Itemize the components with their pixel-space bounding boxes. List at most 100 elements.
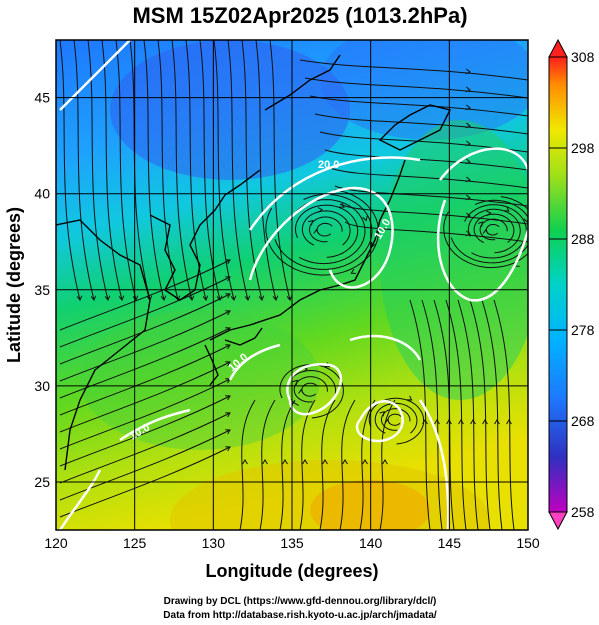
streamline-arrow: [216, 295, 223, 301]
streamline: [479, 218, 508, 241]
credit-drawing: Drawing by DCL (https://www.gfd-dennou.o…: [164, 596, 437, 607]
streamline: [59, 344, 231, 416]
streamline: [274, 193, 373, 270]
cold-region-northeast: [320, 40, 528, 140]
streamline: [213, 40, 235, 301]
longitude-tick-label: 150: [516, 535, 540, 551]
streamline-arrow: [465, 230, 471, 237]
streamline: [301, 382, 318, 397]
streamline: [241, 40, 263, 301]
streamline-arrow: [465, 86, 471, 93]
streamline: [227, 40, 249, 301]
streamline: [314, 113, 528, 135]
streamline-arrow: [506, 419, 512, 425]
wind-streamlines: [59, 40, 528, 530]
colorbar-tick-label: 308: [571, 49, 595, 65]
colorbar: 308 298 288 278 268 258: [548, 38, 595, 531]
streamline: [59, 361, 231, 433]
streamline-arrow: [225, 276, 231, 282]
japan-coastline: [209, 159, 406, 341]
streamline: [269, 40, 291, 301]
streamline-arrow: [298, 388, 304, 394]
streamline-arrow: [465, 140, 471, 147]
streamline-arrow: [104, 295, 111, 301]
streamline-arrow: [350, 268, 357, 274]
hokkaido-coastline: [378, 104, 452, 151]
streamline-arrow: [225, 310, 231, 316]
streamline: [309, 95, 528, 117]
streamline-arrow: [406, 395, 413, 401]
latitude-ticks: 25 30 35 40 45: [34, 90, 50, 490]
longitude-tick-label: 140: [359, 535, 383, 551]
coastlines: [56, 54, 452, 471]
streamline: [339, 203, 528, 225]
map-area: 20.0 10.0 10.0 10.0: [56, 40, 528, 530]
streamline-arrow: [465, 194, 471, 201]
colorbar-top-arrow: [548, 38, 568, 58]
colorbar-tick-label: 298: [571, 140, 595, 156]
streamline-arrow: [504, 206, 510, 212]
streamline: [469, 299, 491, 530]
streamline: [381, 408, 411, 431]
streamline-arrow: [382, 459, 388, 465]
streamline: [457, 299, 479, 530]
streamline-arrow: [272, 295, 279, 301]
streamline: [339, 399, 356, 530]
streamline-arrow: [313, 228, 320, 234]
streamline: [59, 40, 81, 301]
streamline-arrow: [202, 295, 209, 301]
streamline: [101, 40, 123, 301]
streamline-arrow: [76, 295, 83, 301]
streamline-arrow: [307, 219, 314, 226]
streamline: [265, 189, 380, 276]
streamline-arrow: [230, 295, 237, 301]
map-gridlines: [56, 40, 528, 530]
streamline-arrow: [362, 215, 368, 222]
latitude-tick-label: 25: [34, 474, 50, 490]
latitude-tick-label: 35: [34, 282, 50, 298]
streamline: [199, 40, 221, 301]
streamline: [379, 399, 396, 530]
streamline-arrow: [262, 459, 268, 465]
streamline: [368, 397, 425, 445]
korea-coastline: [149, 169, 261, 301]
streamline-arrow: [225, 259, 231, 265]
streamline: [59, 429, 231, 501]
streamline: [59, 276, 231, 348]
streamline: [157, 40, 179, 301]
mid-region-ecs: [80, 310, 320, 450]
streamline: [445, 299, 467, 530]
streamline-arrow: [465, 158, 471, 165]
streamline: [473, 213, 515, 244]
streamline: [115, 40, 137, 301]
streamline-arrow: [225, 344, 231, 350]
streamline: [319, 399, 336, 530]
streamline-arrow: [244, 295, 251, 301]
colorbar-tick-label: 288: [571, 231, 595, 247]
streamline-arrow: [458, 419, 464, 425]
streamline: [481, 299, 503, 530]
primorye-coastline: [264, 54, 341, 111]
streamline-arrow: [225, 395, 231, 401]
streamline: [308, 216, 343, 243]
streamline-arrow: [482, 419, 488, 425]
streamline: [464, 204, 527, 259]
latitude-tick-label: 45: [34, 90, 50, 106]
warm-band-east: [380, 120, 528, 400]
streamline: [304, 77, 528, 99]
streamline-arrow: [282, 459, 288, 465]
streamline: [59, 310, 231, 382]
kyushu-coastline: [204, 344, 219, 386]
streamline: [443, 196, 528, 269]
y-axis-label: Latitude (degrees): [4, 207, 24, 363]
longitude-tick-label: 125: [123, 535, 147, 551]
streamline-arrow: [292, 379, 298, 386]
streamline: [59, 395, 231, 467]
streamline-arrow: [434, 419, 440, 425]
streamline: [467, 208, 521, 254]
longitude-ticks: 120 125 130 135 140 145 150: [44, 535, 540, 551]
streamline-arrow: [339, 202, 345, 208]
streamline: [59, 412, 231, 484]
streamline: [59, 327, 231, 399]
longitude-tick-label: 145: [438, 535, 462, 551]
